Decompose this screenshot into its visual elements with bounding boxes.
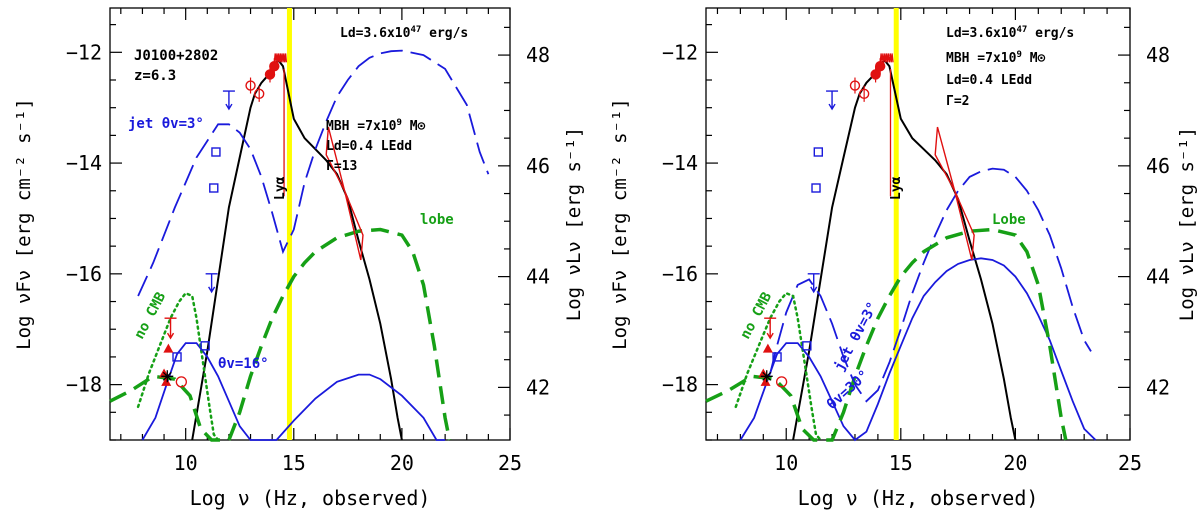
obs-radio-triangle: [762, 343, 773, 353]
obs-radio-upper-limit: [764, 317, 777, 340]
right-ylabel: Log νFν [erg cm⁻² s⁻¹]: [609, 98, 631, 350]
y2-tick-label: 42: [1146, 375, 1170, 399]
obs-optical-spectrum: [273, 53, 288, 63]
left-gamma: Γ=13: [326, 159, 357, 174]
obs-square: [772, 352, 782, 362]
x-tick-label: 25: [498, 451, 522, 475]
right-lobe-label: Lobe: [992, 212, 1026, 228]
panel-left: 10 15 20 25 −12 −14 −16 −18 42 44 46 48 Log ν (Hz, …: [13, 7, 585, 510]
y2-tick-label: 48: [1146, 43, 1170, 67]
obs-radio-upper-limit: [164, 317, 177, 340]
series-jet-v-3-: [769, 167, 1092, 403]
left-mbh: MBH =7x109 M⊙: [326, 118, 426, 134]
obs-square: [211, 147, 221, 157]
right-observations: [758, 53, 975, 388]
right-curves: [705, 8, 1097, 442]
left-plot-frame: [109, 7, 511, 441]
right-disk-lum: Ld=3.6x1047 erg/s: [946, 25, 1074, 41]
left-source-name: J0100+2802: [134, 48, 218, 64]
obs-radio-star: [161, 370, 174, 383]
obs-xray-bowtie: [934, 126, 975, 261]
y-tick-label: −12: [66, 40, 102, 64]
left-ylabel: Log νFν [erg cm⁻² s⁻¹]: [13, 98, 35, 350]
obs-upper-limit: [222, 90, 235, 111]
y2-tick-label: 44: [526, 265, 550, 289]
y-tick-label: −14: [662, 151, 698, 175]
x-tick-label: 20: [390, 451, 414, 475]
right-y2label: Log νLν [erg s⁻¹]: [1176, 127, 1198, 321]
right-plot-frame: [705, 7, 1131, 441]
y2-tick-label: 46: [1146, 154, 1170, 178]
series-jet-v-3-: [137, 49, 490, 297]
x-tick-label: 10: [774, 451, 798, 475]
y2-tick-label: 42: [526, 375, 550, 399]
y2-tick-label: 44: [1146, 265, 1170, 289]
obs-upper-limit: [205, 273, 218, 294]
obs-square: [200, 341, 210, 351]
left-jet-label: jet θv=3°: [128, 116, 204, 132]
y-tick-label: −18: [66, 373, 102, 397]
right-mbh: MBH =7x109 M⊙: [946, 50, 1046, 66]
left-curves: [109, 8, 490, 442]
series-lobe: [705, 227, 1068, 442]
panel-right: 10 15 20 25 −12 −14 −16 −18 42 44 46 48 Log ν (Hz, …: [609, 7, 1198, 510]
series--v-30-: [739, 257, 1097, 442]
x-tick-label: 15: [889, 451, 913, 475]
obs-square: [209, 183, 219, 193]
left-observations: [159, 53, 364, 388]
left-lya-label: Lyα: [273, 176, 288, 200]
series-no-cmb: [734, 291, 822, 442]
obs-radio-circle: [175, 376, 188, 388]
left-xlabel: Log ν (Hz, observed): [190, 486, 431, 510]
obs-xray-bowtie: [325, 126, 364, 261]
left-jet16-label: θv=16°: [218, 356, 269, 372]
left-ld-ratio: Ld=0.4 LEdd: [326, 139, 412, 154]
x-tick-label: 10: [174, 451, 198, 475]
y2-tick-label: 48: [526, 43, 550, 67]
y-tick-label: −14: [66, 151, 102, 175]
obs-square: [813, 147, 824, 157]
left-lobe-label: lobe: [420, 212, 454, 228]
right-ld-ratio: Ld=0.4 LEdd: [946, 73, 1032, 88]
series--v-16-: [141, 342, 446, 441]
x-tick-label: 15: [282, 451, 306, 475]
obs-upper-limit: [807, 273, 820, 294]
obs-square: [802, 341, 812, 351]
y-tick-label: −16: [66, 262, 102, 286]
obs-optical-spectrum: [879, 53, 894, 63]
obs-square: [172, 352, 182, 362]
obs-radio-triangle: [760, 376, 771, 386]
series-no-cmb: [136, 291, 220, 442]
series-accretion-disk: [191, 59, 403, 441]
y2-tick-label: 46: [526, 154, 550, 178]
right-xlabel: Log ν (Hz, observed): [798, 486, 1039, 510]
right-jet30-label: θv=30°: [824, 367, 872, 413]
series-lobe: [109, 227, 452, 442]
left-disk-lum: Ld=3.6x1047 erg/s: [340, 25, 468, 41]
y-tick-label: −12: [662, 40, 698, 64]
left-axis-ticks: 10 15 20 25 −12 −14 −16 −18 42 44 46 48: [66, 8, 550, 475]
obs-square: [811, 183, 821, 193]
y-tick-label: −18: [662, 373, 698, 397]
right-axis-ticks: 10 15 20 25 −12 −14 −16 −18 42 44 46 48: [662, 8, 1170, 475]
series-accretion-disk: [792, 59, 1017, 441]
obs-upper-limit: [826, 90, 839, 111]
obs-radio-circle: [775, 376, 788, 388]
right-jet-label: jet θv=3°: [831, 299, 881, 373]
y-tick-label: −16: [662, 262, 698, 286]
x-tick-label: 20: [1003, 451, 1027, 475]
obs-radio-triangle: [161, 376, 172, 386]
obs-radio-star: [760, 370, 773, 383]
left-redshift: z=6.3: [134, 68, 176, 84]
right-lya-label: Lyα: [889, 176, 904, 200]
right-gamma: Γ=2: [946, 94, 969, 109]
x-tick-label: 25: [1118, 451, 1142, 475]
left-y2label: Log νLν [erg s⁻¹]: [563, 127, 585, 321]
obs-radio-triangle: [163, 343, 174, 353]
